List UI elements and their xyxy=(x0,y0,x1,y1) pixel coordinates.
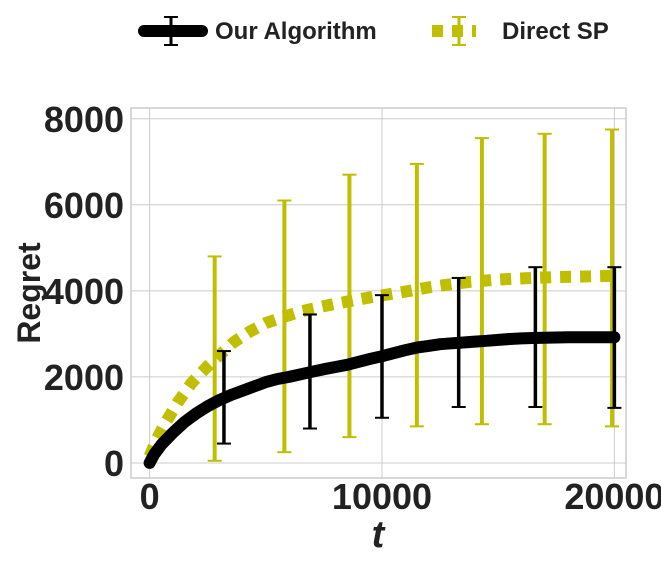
y-tick-label-4: 8000 xyxy=(44,99,124,140)
y-tick-label-1: 2000 xyxy=(44,357,124,398)
legend-entry-direct-sp: Direct SP xyxy=(432,16,609,46)
x-axis-label: t xyxy=(372,514,386,556)
plot-area xyxy=(131,108,626,478)
plot-frame xyxy=(130,107,627,479)
y-tick-label-0: 0 xyxy=(104,443,124,484)
x-tick-label-1: 10000 xyxy=(332,476,432,517)
legend-label-direct-sp: Direct SP xyxy=(502,18,609,45)
x-tick-label-0: 0 xyxy=(140,476,160,517)
y-tick-labels: 0 2000 4000 6000 8000 xyxy=(44,99,124,484)
x-tick-labels: 0 10000 20000 xyxy=(140,476,661,517)
y-axis-label: Regret xyxy=(11,242,47,344)
x-tick-label-2: 20000 xyxy=(564,476,661,517)
y-tick-label-2: 4000 xyxy=(44,271,124,312)
legend: Our Algorithm Direct SP xyxy=(138,16,609,46)
series-line-direct-sp xyxy=(144,269,615,459)
series-our-algorithm xyxy=(143,266,622,469)
series-direct-sp xyxy=(144,128,620,462)
legend-entry-our-algorithm: Our Algorithm xyxy=(138,16,377,46)
legend-label-our-algorithm: Our Algorithm xyxy=(215,18,377,45)
series-layer xyxy=(143,128,622,469)
y-tick-label-3: 6000 xyxy=(44,185,124,226)
series-line-our-algorithm xyxy=(143,331,621,469)
